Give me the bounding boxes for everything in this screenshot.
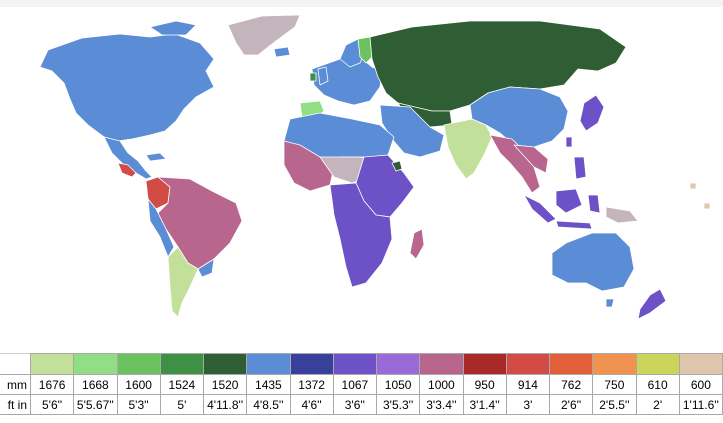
gauge-legend: mm 1676 1668 1600 1524 1520 1435 1372 1067 1050 1… [0,353,723,415]
region-taiwan [565,136,573,148]
legend-ftin-value: 2'6'' [548,394,594,415]
region-finland [357,36,375,64]
region-iceland [273,46,291,58]
region-uruguay [197,258,215,278]
legend-swatch [29,353,75,375]
region-pacific-islands-2 [703,202,711,210]
world-map-svg [39,14,711,320]
region-australia [551,232,635,292]
legend-ftin-value: 5' [159,394,205,415]
legend-mm-value: 1067 [332,374,378,395]
region-new-guinea [605,206,639,224]
region-arctic-islands [149,20,197,36]
legend-swatch [419,353,464,375]
legend-mm-value: 914 [505,374,551,395]
region-horn [391,160,403,172]
legend-swatch [202,353,248,375]
legend-swatch [548,353,594,375]
gauge-legend-table: mm 1676 1668 1600 1524 1520 1435 1372 1067 1050 1… [0,353,723,415]
legend-swatch [592,353,637,375]
legend-ftin-value: 4'11.8'' [202,394,248,415]
region-pacific-islands [689,182,697,190]
legend-mm-value: 1668 [73,374,118,395]
legend-ftin-label: ft in [0,394,31,415]
region-madagascar [409,228,425,260]
region-china [469,86,569,148]
legend-swatch [462,353,507,375]
legend-swatch [246,353,291,375]
legend-mm-value: 600 [678,374,723,395]
legend-ftin-value: 4'6'' [289,394,334,415]
region-new-zealand [637,288,667,320]
legend-corner-cell [0,353,31,375]
legend-ftin-value: 4'8.5'' [246,394,291,415]
legend-ftin-value: 3'5.3'' [375,394,421,415]
legend-mm-value: 1050 [375,374,421,395]
legend-ftin-value: 3'3.4'' [419,394,464,415]
legend-ftin-value: 2'5.5'' [592,394,637,415]
region-ireland [309,72,317,82]
legend-swatch [505,353,551,375]
top-band [0,0,723,7]
legend-ftin-value: 5'6'' [29,394,75,415]
region-britain [317,66,329,86]
legend-swatch [332,353,378,375]
legend-ftin-value: 5'3'' [116,394,161,415]
region-tasmania [605,298,615,308]
legend-swatch [159,353,205,375]
region-caribbean [145,152,167,162]
legend-swatch-row [0,353,723,375]
region-argentina [167,246,199,318]
legend-mm-value: 1524 [159,374,205,395]
region-philippines [573,156,587,180]
legend-mm-value: 1372 [289,374,334,395]
legend-mm-row: mm 1676 1668 1600 1524 1520 1435 1372 1067 1050 1… [0,374,723,395]
legend-ftin-value: 5'5.67'' [73,394,118,415]
region-sumatra [523,194,557,224]
region-central-america-narrow [117,162,137,178]
region-indochina [513,144,549,174]
legend-ftin-row: ft in 5'6'' 5'5.67'' 5'3'' 5' 4'11.8'' 4'8.5'… [0,394,723,415]
legend-mm-value: 1520 [202,374,248,395]
region-southern-africa [329,182,393,288]
region-japan [579,94,605,132]
legend-ftin-value: 3' [505,394,551,415]
legend-swatch [73,353,118,375]
region-india [443,118,493,180]
legend-mm-value: 1676 [29,374,75,395]
legend-swatch [635,353,680,375]
legend-swatch [289,353,334,375]
world-map [0,7,723,350]
legend-swatch [116,353,161,375]
region-peru-chile [147,198,175,258]
legend-ftin-value: 3'6'' [332,394,378,415]
region-greenland [227,14,301,56]
legend-mm-value: 750 [592,374,637,395]
legend-mm-value: 950 [462,374,507,395]
legend-mm-value: 610 [635,374,680,395]
region-central-america [103,136,153,180]
region-java [555,220,593,230]
legend-mm-value: 762 [548,374,594,395]
legend-swatch [678,353,723,375]
legend-mm-value: 1000 [419,374,464,395]
legend-ftin-value: 3'1.4'' [462,394,507,415]
legend-ftin-value: 2' [635,394,680,415]
region-borneo [555,188,583,214]
legend-swatch [375,353,421,375]
legend-mm-label: mm [0,374,31,395]
legend-ftin-value: 1'11.6'' [678,394,723,415]
legend-mm-value: 1600 [116,374,161,395]
legend-mm-value: 1435 [246,374,291,395]
region-north-america [39,33,215,142]
region-sulawesi [587,194,601,214]
